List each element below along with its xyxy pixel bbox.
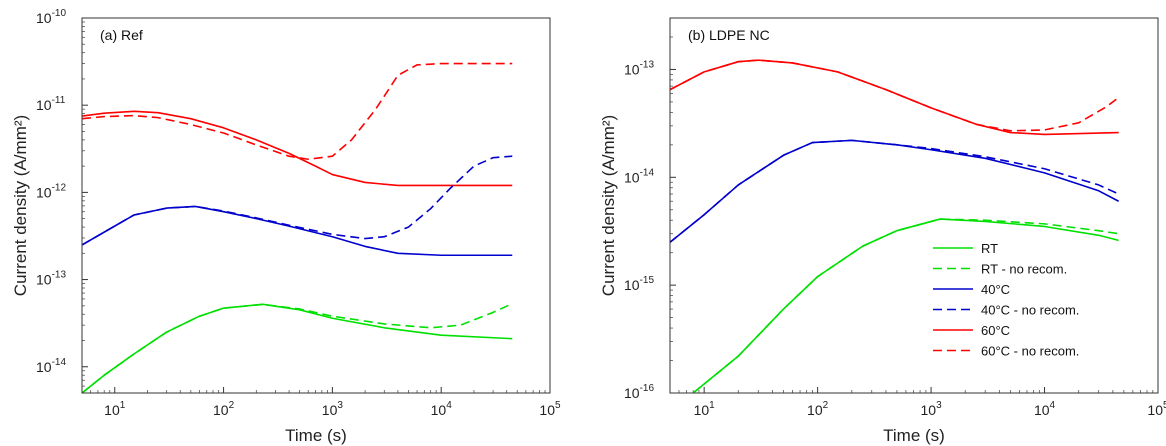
x-tick-base: 10 xyxy=(322,402,338,418)
x-tick-label: 103 xyxy=(921,400,943,418)
y-axis-label: Current density (A/mm²) xyxy=(599,115,618,296)
series-line xyxy=(692,218,1119,393)
y-tick-exponent: -15 xyxy=(640,275,655,286)
x-axis-label: Time (s) xyxy=(883,426,945,445)
legend-entry-label: RT - no recom. xyxy=(981,262,1067,277)
series-line xyxy=(82,62,513,161)
plot-area-border xyxy=(669,17,1159,394)
series-line xyxy=(82,302,513,393)
x-tick-label: 105 xyxy=(1147,400,1166,418)
y-tick-label: 10-11 xyxy=(36,95,66,113)
y-tick-label: 10-14 xyxy=(624,167,654,185)
y-tick-label: 10-16 xyxy=(624,383,654,401)
legend-entry-label: 60°C xyxy=(981,323,1010,338)
y-axis-label: Current density (A/mm²) xyxy=(11,115,30,296)
y-tick-exponent: -12 xyxy=(52,182,67,193)
x-tick-base: 10 xyxy=(213,402,229,418)
series-line xyxy=(670,59,1120,132)
x-tick-base: 10 xyxy=(921,402,937,418)
y-tick-base: 10 xyxy=(36,359,52,375)
y-tick-base: 10 xyxy=(624,169,640,185)
x-tick-label: 101 xyxy=(694,400,716,418)
x-tick-exponent: 1 xyxy=(709,400,715,411)
x-tick-label: 105 xyxy=(539,400,561,418)
y-tick-base: 10 xyxy=(36,97,52,113)
y-tick-base: 10 xyxy=(36,10,52,26)
x-tick-base: 10 xyxy=(539,402,555,418)
x-tick-exponent: 1 xyxy=(120,400,126,411)
x-tick-base: 10 xyxy=(807,402,823,418)
panel-label: (a) Ref xyxy=(100,27,143,43)
y-tick-exponent: -16 xyxy=(640,383,655,394)
x-tick-base: 10 xyxy=(1147,402,1163,418)
y-tick-exponent: -14 xyxy=(640,167,655,178)
x-tick-exponent: 5 xyxy=(1163,400,1166,411)
x-tick-exponent: 4 xyxy=(1050,400,1056,411)
y-tick-exponent: -11 xyxy=(52,95,66,106)
x-tick-exponent: 3 xyxy=(936,400,942,411)
y-tick-exponent: -14 xyxy=(52,357,67,368)
series-line xyxy=(82,205,513,257)
x-tick-label: 102 xyxy=(213,400,235,418)
series-line xyxy=(82,303,513,393)
y-tick-base: 10 xyxy=(36,272,52,288)
series-line xyxy=(670,139,1120,243)
x-tick-exponent: 2 xyxy=(823,400,829,411)
x-tick-label: 102 xyxy=(807,400,829,418)
x-tick-base: 10 xyxy=(1034,402,1050,418)
y-tick-label: 10-10 xyxy=(36,8,66,26)
x-tick-exponent: 5 xyxy=(555,400,561,411)
y-tick-base: 10 xyxy=(624,277,640,293)
y-tick-label: 10-14 xyxy=(36,357,66,375)
x-tick-base: 10 xyxy=(431,402,447,418)
x-tick-exponent: 2 xyxy=(229,400,235,411)
x-axis-label: Time (s) xyxy=(285,426,347,445)
y-tick-base: 10 xyxy=(624,385,640,401)
x-tick-exponent: 3 xyxy=(337,400,343,411)
x-tick-label: 104 xyxy=(431,400,453,418)
y-tick-exponent: -13 xyxy=(52,270,67,281)
legend-entry-label: 40°C xyxy=(981,282,1010,297)
x-tick-exponent: 4 xyxy=(446,400,452,411)
legend-entry-label: 40°C - no recom. xyxy=(981,303,1079,318)
x-tick-base: 10 xyxy=(694,402,710,418)
series-line xyxy=(670,59,1119,136)
y-tick-exponent: -13 xyxy=(640,59,655,70)
x-tick-label: 103 xyxy=(322,400,344,418)
y-tick-label: 10-13 xyxy=(624,59,654,77)
y-tick-base: 10 xyxy=(624,61,640,77)
series-line xyxy=(82,110,513,187)
y-tick-exponent: -10 xyxy=(52,8,67,19)
y-tick-label: 10-13 xyxy=(36,270,66,288)
y-tick-base: 10 xyxy=(36,184,52,200)
y-tick-label: 10-15 xyxy=(624,275,654,293)
y-tick-label: 10-12 xyxy=(36,182,66,200)
panel-label: (b) LDPE NC xyxy=(688,27,770,43)
series-line xyxy=(82,155,513,246)
x-tick-base: 10 xyxy=(104,402,120,418)
legend-entry-label: 60°C - no recom. xyxy=(981,344,1079,359)
plot-area-border xyxy=(81,17,551,394)
x-tick-label: 104 xyxy=(1034,400,1056,418)
x-tick-label: 101 xyxy=(104,400,126,418)
legend-entry-label: RT xyxy=(981,241,998,256)
panel-ref: 101 102 103 104 10510-1410-1310-1210-1110-10… xyxy=(11,8,561,445)
